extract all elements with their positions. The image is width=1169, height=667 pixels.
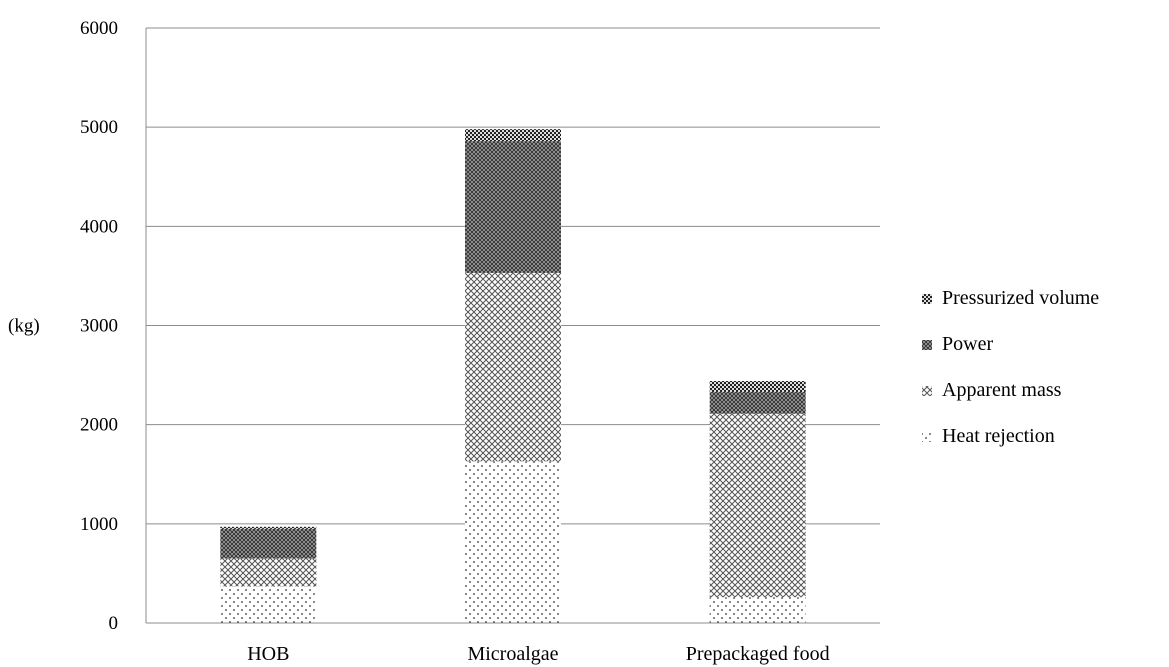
y-tick-label: 1000 [80,514,118,535]
bar-segment-heat-rejection [220,586,317,623]
y-tick-label: 3000 [80,316,118,337]
legend-label: Heat rejection [942,425,1055,447]
y-axis-unit-label: (kg) [8,316,40,337]
y-tick-label: 6000 [80,18,118,39]
bar-segment-power [709,391,806,414]
legend-label: Apparent mass [942,379,1062,401]
bar-segment-apparent-mass [220,558,317,587]
legend-swatch [922,386,932,396]
bar-segment-power [220,528,317,559]
y-tick-label: 5000 [80,117,118,138]
bar-segment-pressurized-volume [709,381,806,392]
y-tick-label: 0 [109,613,119,634]
legend-swatch [922,432,932,442]
x-category-label: Prepackaged food [686,643,830,665]
legend-label: Power [942,333,993,355]
x-category-label: HOB [247,643,289,665]
bar-segment-apparent-mass [465,272,561,462]
bar-segment-heat-rejection [709,597,806,623]
y-tick-label: 2000 [80,415,118,436]
bar-segment-power [465,141,561,273]
bar-segment-pressurized-volume [220,526,317,529]
bars [220,129,806,623]
x-category-label: Microalgae [467,643,558,665]
legend-label: Pressurized volume [942,287,1099,309]
bar-segment-heat-rejection [465,461,561,623]
bar-segment-apparent-mass [709,413,806,598]
legend: Pressurized volume Power Apparent mass Heat… [922,287,1099,447]
legend-swatch [922,294,932,304]
bar-segment-pressurized-volume [465,129,561,142]
axes: 0 1000 2000 3000 4000 5000 6000 (kg) HOB Microalg… [8,18,880,665]
y-tick-label: 4000 [80,216,118,237]
legend-swatch [922,340,932,350]
